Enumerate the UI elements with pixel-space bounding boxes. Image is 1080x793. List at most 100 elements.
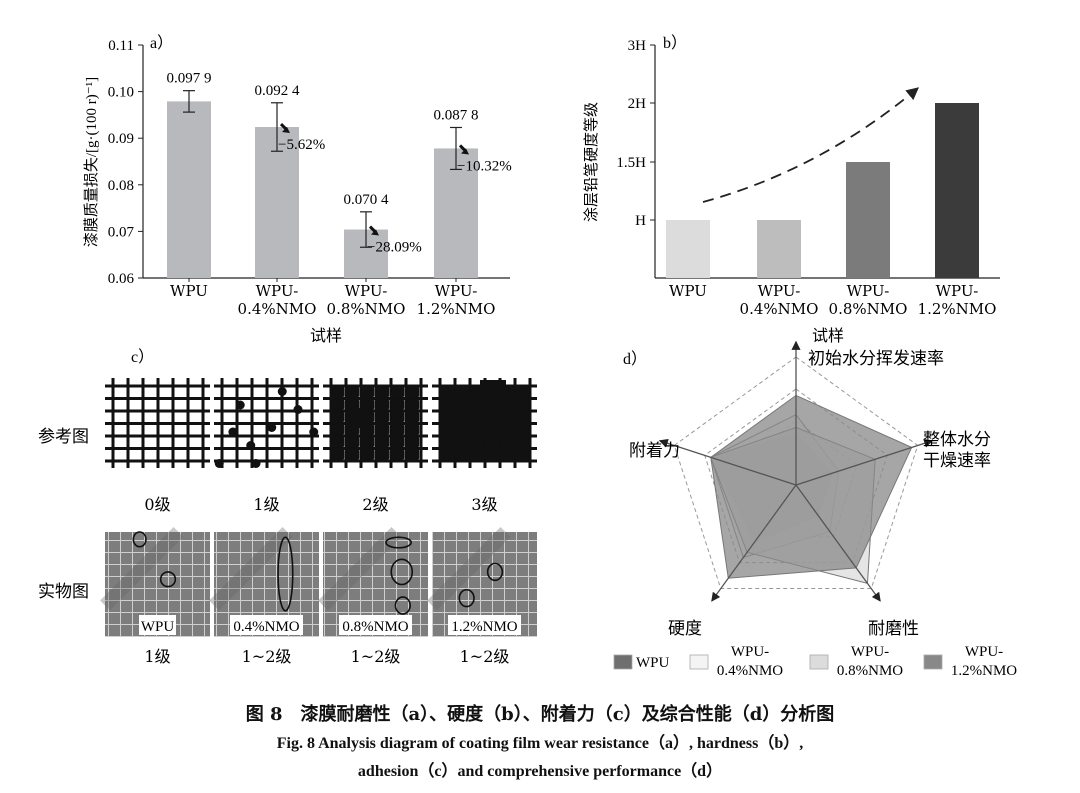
chart-a-bar <box>255 127 299 279</box>
reference-grid-0级 <box>105 378 210 468</box>
chart-b-y-label: 涂层铅笔硬度等级 <box>582 102 600 222</box>
reference-grid-2级 <box>323 378 428 468</box>
flake-patch <box>406 449 420 460</box>
chart-a-x-tick-label: WPU <box>170 282 208 300</box>
chart-d-panel-label: d） <box>623 350 647 368</box>
radar-grid-ring <box>673 356 919 590</box>
grade-label: 2级 <box>362 495 388 514</box>
flake-patch <box>514 398 530 411</box>
sample-label: 0.4%NMO <box>233 619 299 635</box>
chart-a-y-tick-label: 0.06 <box>108 271 135 287</box>
flake-dot <box>251 459 261 468</box>
radar-axis-label: 附着力 <box>629 441 680 461</box>
radar-axis-label-line: 干燥速率 <box>923 451 991 471</box>
real-photo-0.8%NMO: 0.8%NMO <box>318 527 428 637</box>
flake-patch <box>346 449 360 460</box>
flake-patch <box>391 449 405 460</box>
flake-patch <box>345 408 365 428</box>
legend-label: WPU- <box>851 644 889 660</box>
flake-patch <box>346 399 360 410</box>
radar-axis <box>658 438 797 486</box>
flake-patch <box>331 386 345 398</box>
sample-grade-label: 1级 <box>144 647 170 666</box>
radar-axis-label-line: 耐磨性 <box>868 619 919 639</box>
flake-patch <box>484 448 500 461</box>
chart-b-y-tick-label: 3H <box>628 38 647 54</box>
legend-label: 0.8%NMO <box>837 663 903 679</box>
chart-a-x-tick-label-line: WPU- <box>256 282 299 300</box>
chart-b-x-tick-label-line: WPU- <box>847 282 890 300</box>
chart-a-value-label: 0.070 4 <box>344 192 390 208</box>
flake-patch <box>391 436 405 448</box>
legend-label: 0.4%NMO <box>717 663 783 679</box>
real-row-label: 实物图 <box>38 582 89 602</box>
chart-a-x-tick-label-line: WPU <box>170 282 208 300</box>
flake-patch <box>499 410 515 424</box>
flake-patch <box>406 436 420 448</box>
flake-patch <box>376 424 390 435</box>
defect-circle <box>277 536 294 612</box>
chart-a-change-arrowhead <box>371 229 379 236</box>
chart-b-x-tick-label: WPU-1.2%NMO <box>918 282 997 318</box>
flake-patch <box>406 424 420 435</box>
flake-dot <box>228 427 238 437</box>
flake-patch <box>444 433 474 455</box>
defect-circle <box>390 558 414 586</box>
chart-b-y-tick-label: H <box>635 213 646 229</box>
panel-c-label: c） <box>131 348 154 366</box>
chart-b-x-tick-label-line: 0.4%NMO <box>740 300 819 318</box>
chart-a-x-tick-label: WPU-0.8%NMO <box>327 282 406 318</box>
chart-b-x-tick-label-line: 0.8%NMO <box>829 300 908 318</box>
flake-patch <box>499 423 515 436</box>
reference-grid-3级 <box>432 378 537 468</box>
chart-a-x-tick-label-line: 0.8%NMO <box>327 300 406 318</box>
chart-a-value-label: 0.092 4 <box>255 83 301 99</box>
chart-a-change-arrowhead <box>282 127 290 134</box>
flake-patch <box>331 436 345 448</box>
radar-axis-label-line: 整体水分 <box>923 430 991 450</box>
flake-patch <box>406 411 420 423</box>
chart-b-x-tick-label-line: WPU- <box>936 282 979 300</box>
radar-series-area <box>710 394 913 579</box>
flake-patch <box>331 449 345 460</box>
flake-patch <box>514 448 530 461</box>
flake-patch <box>331 399 345 410</box>
flake-patch <box>439 410 455 424</box>
flake-dot <box>267 423 277 432</box>
chart-a-value-label: 0.087 8 <box>434 107 479 123</box>
flake-patch <box>484 410 500 424</box>
chart-a-change-label: −28.09% <box>367 240 422 256</box>
photo-shadow <box>318 527 402 611</box>
flake-patch <box>376 436 390 448</box>
flake-patch <box>376 399 390 410</box>
flake-patch <box>346 386 360 398</box>
reference-grid-1级 <box>214 378 319 468</box>
flake-patch <box>406 386 420 398</box>
chart-a-panel-label: a） <box>150 34 173 52</box>
grade-label: 0级 <box>144 495 170 514</box>
defect-circle <box>385 536 413 549</box>
flake-dot <box>214 459 224 468</box>
chart-a-change-label: −5.62% <box>278 137 325 153</box>
chart-b-x-tick-label-line: WPU- <box>758 282 801 300</box>
flake-patch <box>454 408 474 428</box>
flake-patch <box>484 435 500 449</box>
chart-a-x-tick-label: WPU-0.4%NMO <box>238 282 317 318</box>
chart-b-x-tick-label-line: 1.2%NMO <box>918 300 997 318</box>
legend-label: WPU- <box>965 644 1003 660</box>
chart-a-x-tick-label: WPU-1.2%NMO <box>417 282 496 318</box>
legend-label: WPU <box>636 655 670 671</box>
radar-axis-label: 初始水分挥发速率 <box>808 349 944 369</box>
defect-circle <box>159 571 177 588</box>
radar-axis <box>795 438 934 486</box>
chart-a-value-label: 0.097 9 <box>167 71 212 87</box>
flake-patch <box>480 380 506 402</box>
radar-axis <box>795 484 881 602</box>
legend-swatch <box>613 654 633 670</box>
flake-dot <box>235 400 245 410</box>
sample-label: WPU <box>141 619 175 635</box>
chart-a-change-arrowhead <box>461 148 469 155</box>
chart-b-x-tick-label-line: WPU <box>669 282 707 300</box>
sample-label-box <box>139 615 176 635</box>
